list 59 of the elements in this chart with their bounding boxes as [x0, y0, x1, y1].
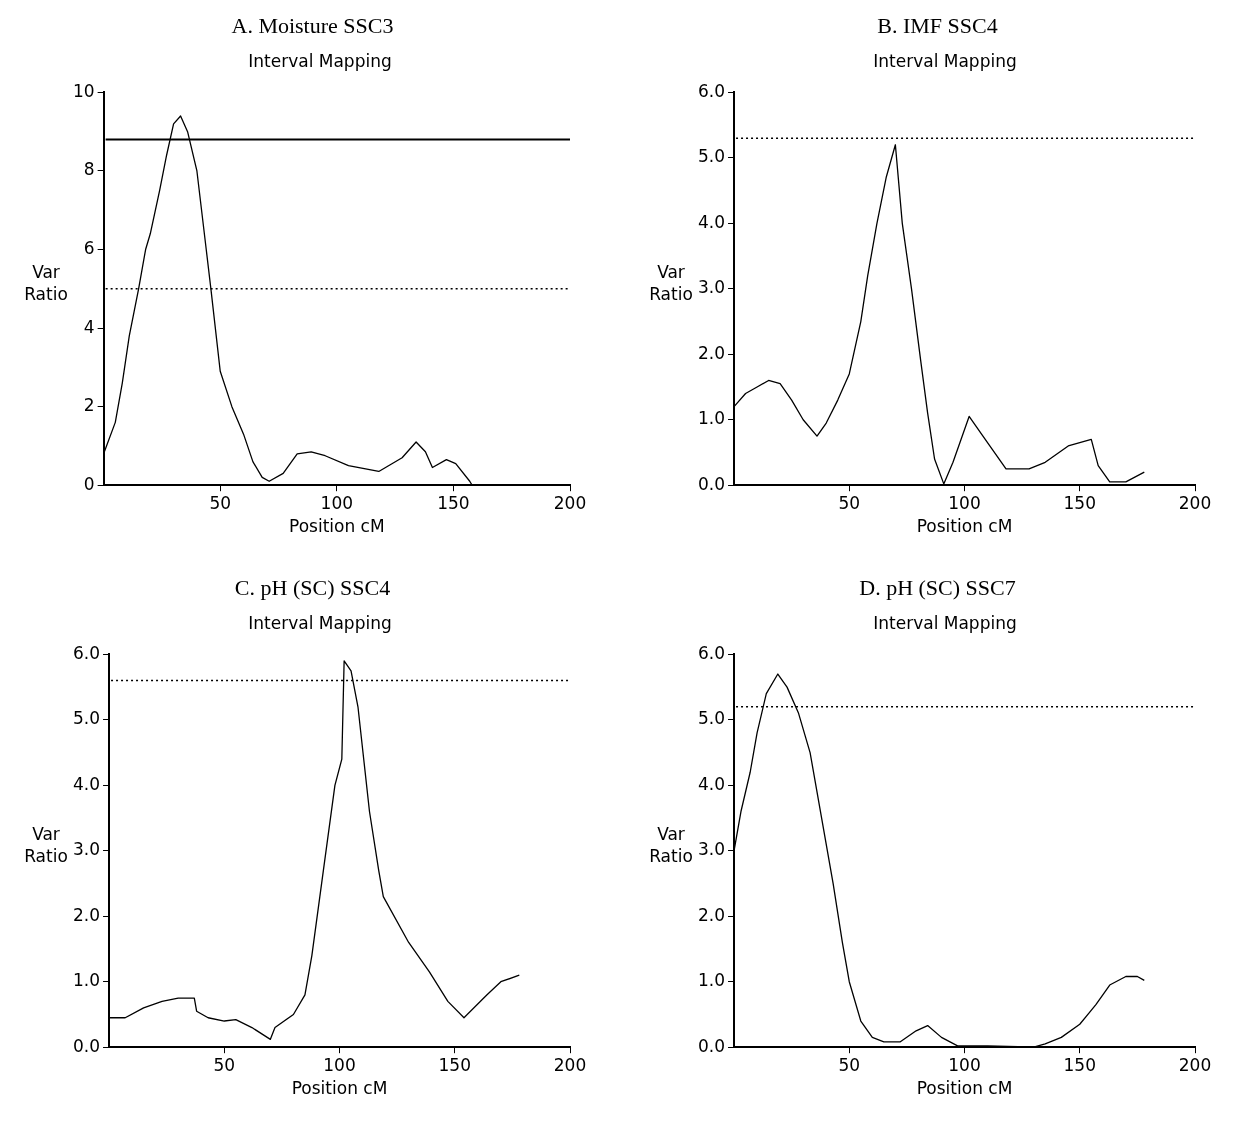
chart-title: D. pH (SC) SSC7 [858, 574, 1017, 602]
x-tick-label: 200 [553, 492, 587, 513]
y-tick-label: 1.0 [72, 970, 101, 991]
y-tick-label: 2.0 [697, 904, 726, 925]
y-tick-label: 4.0 [697, 211, 726, 232]
y-tick-label: 6.0 [697, 80, 726, 101]
y-tick-label: 8 [83, 159, 95, 180]
y-tick-label: 1.0 [697, 408, 726, 429]
x-tick-label: 200 [553, 1054, 587, 1075]
x-tick-label: 50 [213, 1054, 236, 1075]
y-axis-title: Var Ratio [649, 261, 693, 304]
x-axis-title: Position cM [291, 1078, 388, 1099]
y-tick-label: 3.0 [697, 839, 726, 860]
y-tick-label: 3.0 [72, 839, 101, 860]
y-tick-label: 4.0 [697, 773, 726, 794]
x-tick-label: 50 [209, 492, 232, 513]
y-tick-label: 3.0 [697, 277, 726, 298]
y-tick-label: 2.0 [697, 342, 726, 363]
y-axis-title: Var Ratio [24, 261, 68, 304]
y-tick-label: 6.0 [697, 642, 726, 663]
chart-title: A. Moisture SSC3 [230, 12, 395, 40]
y-tick-label: 4 [83, 316, 95, 337]
y-tick-label: 0.0 [697, 473, 726, 494]
chart-subtitle: Interval Mapping [873, 612, 1017, 633]
x-tick-label: 100 [320, 492, 354, 513]
y-tick-label: 0 [83, 473, 95, 494]
y-tick-label: 2.0 [72, 904, 101, 925]
x-tick-label: 50 [838, 1054, 861, 1075]
y-tick-label: 4.0 [72, 773, 101, 794]
x-tick-label: 150 [1063, 492, 1096, 513]
x-tick-label: 50 [838, 492, 861, 513]
y-axis-title: Var Ratio [24, 823, 68, 866]
x-tick-label: 150 [438, 1054, 471, 1075]
y-tick-label: 10 [72, 80, 95, 101]
y-tick-label: 2 [83, 395, 95, 416]
y-tick-label: 5.0 [72, 708, 101, 729]
x-tick-label: 100 [323, 1054, 356, 1075]
chart-title: B. IMF SSC4 [876, 12, 999, 40]
chart-subtitle: Interval Mapping [873, 50, 1017, 71]
chart-subtitle: Interval Mapping [248, 50, 392, 71]
chart-title: C. pH (SC) SSC4 [233, 574, 392, 602]
x-tick-label: 100 [948, 1054, 981, 1075]
y-axis-title: Var Ratio [649, 823, 693, 866]
y-tick-label: 5.0 [697, 146, 726, 167]
x-tick-label: 150 [437, 492, 470, 513]
x-tick-label: 150 [1063, 1054, 1096, 1075]
y-tick-label: 0.0 [72, 1035, 101, 1056]
y-tick-label: 1.0 [697, 970, 726, 991]
x-tick-label: 100 [948, 492, 981, 513]
chart-subtitle: Interval Mapping [248, 612, 392, 633]
x-axis-title: Position cM [916, 516, 1013, 537]
y-tick-label: 0.0 [697, 1035, 726, 1056]
y-tick-label: 5.0 [697, 708, 726, 729]
x-tick-label: 200 [1178, 1054, 1212, 1075]
y-tick-label: 6 [83, 237, 95, 258]
x-axis-title: Position cM [916, 1078, 1013, 1099]
x-axis-title: Position cM [289, 516, 385, 537]
x-tick-label: 200 [1178, 492, 1212, 513]
y-tick-label: 6.0 [72, 642, 101, 663]
